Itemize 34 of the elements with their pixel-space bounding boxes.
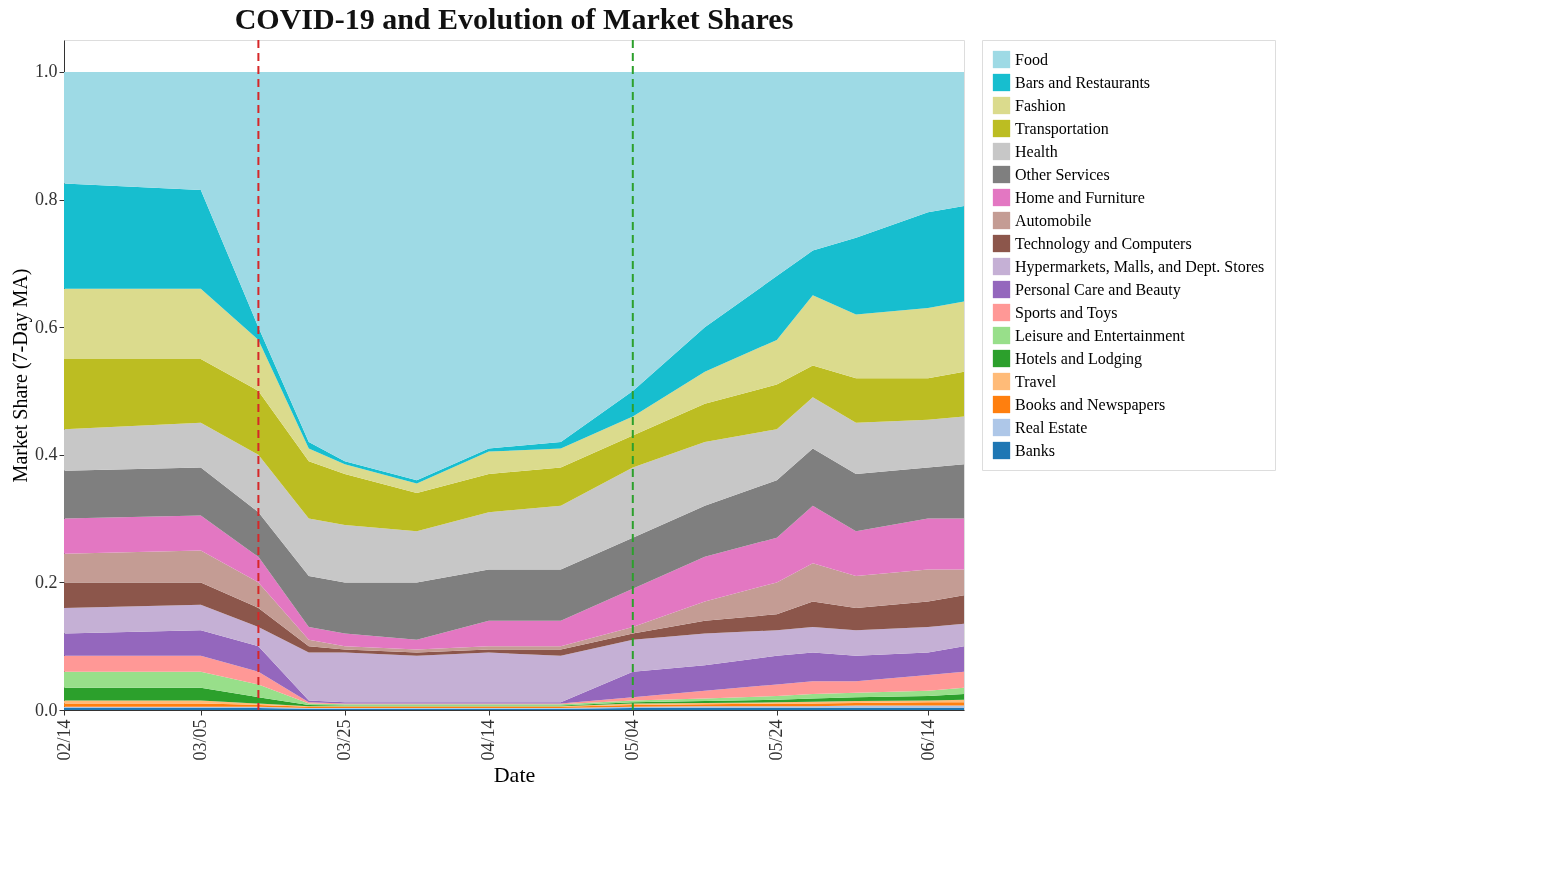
y-tick-label: 0.6 xyxy=(35,316,58,337)
legend-label: Real Estate xyxy=(1015,418,1088,436)
legend-label: Automobile xyxy=(1015,211,1092,229)
legend-label: Other Services xyxy=(1015,165,1110,183)
legend-label: Fashion xyxy=(1015,96,1066,114)
legend-label: Travel xyxy=(1015,372,1057,390)
x-tick-label: 03/05 xyxy=(190,719,211,761)
legend-label: Books and Newspapers xyxy=(1015,395,1166,414)
x-tick-label: 06/14 xyxy=(917,719,938,761)
legend-label: Banks xyxy=(1015,441,1055,459)
legend-label: Food xyxy=(1015,50,1048,68)
legend-label: Transportation xyxy=(1015,119,1109,138)
y-tick-label: 0.8 xyxy=(35,189,58,210)
y-tick-label: 0.2 xyxy=(35,571,58,592)
legend-label: Hypermarkets, Malls, and Dept. Stores xyxy=(1015,257,1265,276)
legend-label: Sports and Toys xyxy=(1015,303,1118,322)
legend-label: Technology and Computers xyxy=(1015,234,1192,253)
legend-label: Bars and Restaurants xyxy=(1015,73,1151,91)
y-tick-label: 1.0 xyxy=(35,61,58,82)
x-tick-label: 05/04 xyxy=(622,719,643,761)
legend-label: Leisure and Entertainment xyxy=(1015,326,1186,344)
y-tick-label: 0.0 xyxy=(35,699,58,720)
x-tick-label: 02/14 xyxy=(53,719,74,761)
x-tick-label: 03/25 xyxy=(334,719,355,761)
legend-label: Personal Care and Beauty xyxy=(1015,280,1181,299)
x-tick-label: 04/14 xyxy=(478,719,499,761)
x-axis-title: Date xyxy=(493,761,536,787)
x-tick-label: 05/24 xyxy=(766,719,787,761)
y-tick-label: 0.4 xyxy=(35,444,58,465)
legend-label: Health xyxy=(1015,142,1058,160)
y-axis-title: Market Share (7-Day MA) xyxy=(9,268,32,483)
legend-label: Hotels and Lodging xyxy=(1015,349,1143,368)
legend-label: Home and Furniture xyxy=(1015,188,1145,206)
chart-title: COVID-19 and Evolution of Market Shares xyxy=(234,2,794,35)
